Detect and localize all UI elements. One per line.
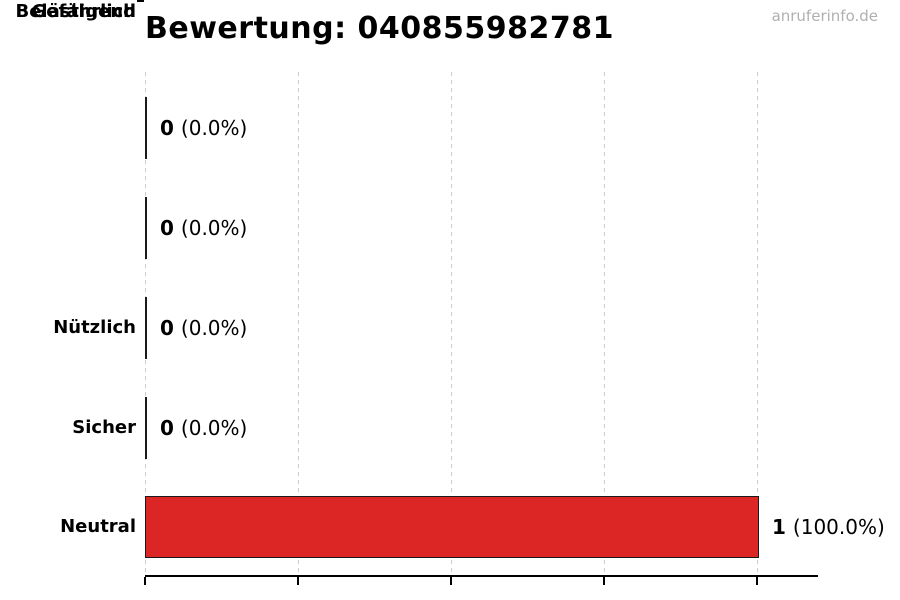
value-label: 1 (100.0%) [772, 515, 885, 539]
bars-layer: 0 (0.0%) 0 (0.0%) 0 (0.0%) 0 (0.0%) [145, 72, 885, 577]
x-axis-tick [297, 577, 299, 585]
gridline [757, 72, 758, 577]
value-count: 0 [160, 116, 174, 140]
value-label: 0 (0.0%) [160, 216, 247, 240]
category-label-sicher: Sicher [72, 417, 136, 438]
bar-row: 0 (0.0%) [145, 97, 818, 159]
watermark-text: anruferinfo.de [771, 7, 878, 25]
value-label: 0 (0.0%) [160, 316, 247, 340]
value-count: 0 [160, 316, 174, 340]
value-percent: (0.0%) [180, 116, 248, 140]
x-axis-tick [144, 577, 146, 585]
x-axis-tick [756, 577, 758, 585]
gridline [451, 72, 452, 577]
bar-row: 0 (0.0%) [145, 197, 818, 259]
value-percent: (100.0%) [792, 515, 885, 539]
x-axis-line [145, 575, 818, 577]
value-count: 0 [160, 416, 174, 440]
bar-sicher [145, 197, 147, 259]
category-label-neutral: Neutral [60, 516, 136, 537]
bar-belaestigend [145, 397, 147, 459]
bar-nuetzlich [145, 97, 147, 159]
category-label-nuetzlich: Nützlich [53, 317, 136, 338]
x-axis-tick [603, 577, 605, 585]
bar-gefaehrlich [145, 496, 759, 558]
value-percent: (0.0%) [180, 216, 248, 240]
y-axis-tick [137, 0, 144, 2]
gridline [604, 72, 605, 577]
bar-row: 0 (0.0%) [145, 297, 818, 359]
value-label: 0 (0.0%) [160, 116, 247, 140]
x-axis-tick [450, 577, 452, 585]
chart-title: Bewertung: 040855982781 [145, 11, 615, 46]
value-label: 0 (0.0%) [160, 416, 247, 440]
bar-neutral [145, 297, 147, 359]
bar-row: 1 (100.0%) [145, 496, 885, 558]
bar-row: 0 (0.0%) [145, 397, 818, 459]
value-percent: (0.0%) [180, 316, 248, 340]
value-percent: (0.0%) [180, 416, 248, 440]
value-count: 1 [772, 515, 786, 539]
category-label-gefaehrlich: Gefährlich [31, 1, 136, 22]
plot-area: 0 (0.0%) 0 (0.0%) 0 (0.0%) 0 (0.0%) [144, 72, 885, 585]
value-count: 0 [160, 216, 174, 240]
category-label-belaestigend: Belästigend [15, 1, 136, 22]
gridline [298, 72, 299, 577]
